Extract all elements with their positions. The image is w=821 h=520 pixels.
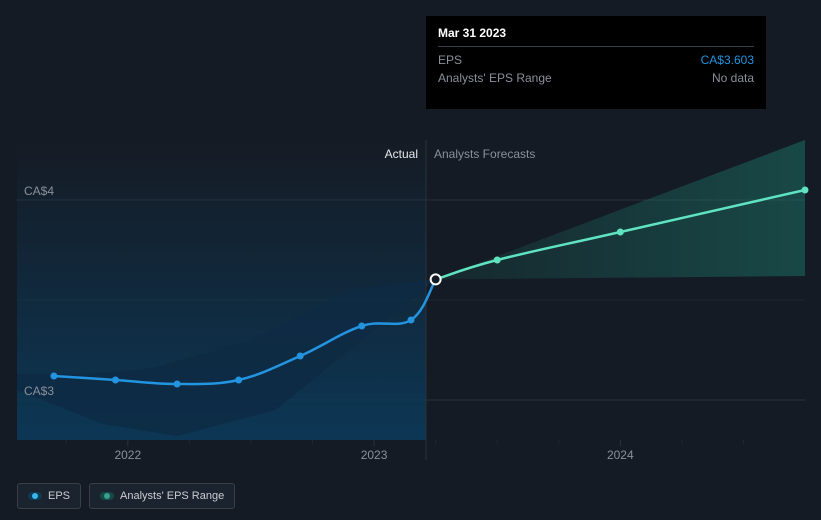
eps-point[interactable] — [174, 381, 181, 388]
legend-item[interactable]: EPS — [17, 483, 81, 509]
legend-label: EPS — [48, 490, 70, 502]
x-axis-label: 2022 — [114, 448, 141, 462]
eps-point[interactable] — [235, 377, 242, 384]
y-axis-label: CA$4 — [24, 184, 54, 198]
legend-item[interactable]: Analysts' EPS Range — [89, 483, 235, 509]
x-axis-label: 2023 — [361, 448, 388, 462]
x-axis-label: 2024 — [607, 448, 634, 462]
tooltip-row-label: EPS — [438, 53, 462, 67]
chart-tooltip: Mar 31 2023 EPS CA$3.603 Analysts' EPS Ran… — [426, 16, 766, 109]
eps-point[interactable] — [297, 353, 304, 360]
tooltip-row-value: No data — [712, 71, 754, 85]
forecast-region-label: Analysts Forecasts — [434, 147, 535, 161]
eps-forecast-point[interactable] — [802, 187, 809, 194]
legend-swatch-icon — [28, 492, 42, 500]
tooltip-row-label: Analysts' EPS Range — [438, 71, 552, 85]
y-axis-label: CA$3 — [24, 384, 54, 398]
tooltip-title: Mar 31 2023 — [438, 26, 754, 40]
chart-legend: EPS Analysts' EPS Range — [17, 483, 235, 509]
eps-point[interactable] — [408, 317, 415, 324]
eps-chart: Mar 31 2023 EPS CA$3.603 Analysts' EPS Ran… — [0, 0, 821, 520]
tooltip-row-value: CA$3.603 — [701, 53, 754, 67]
actual-region-label: Actual — [366, 147, 418, 161]
eps-hover-point[interactable] — [431, 274, 441, 284]
eps-point[interactable] — [50, 373, 57, 380]
legend-swatch-icon — [100, 492, 114, 500]
eps-forecast-point[interactable] — [617, 229, 624, 236]
eps-point[interactable] — [112, 377, 119, 384]
tooltip-divider — [438, 46, 754, 47]
tooltip-row: EPS CA$3.603 — [438, 51, 754, 69]
legend-label: Analysts' EPS Range — [120, 490, 224, 502]
eps-point[interactable] — [358, 323, 365, 330]
eps-forecast-point[interactable] — [494, 257, 501, 264]
tooltip-row: Analysts' EPS Range No data — [438, 69, 754, 87]
